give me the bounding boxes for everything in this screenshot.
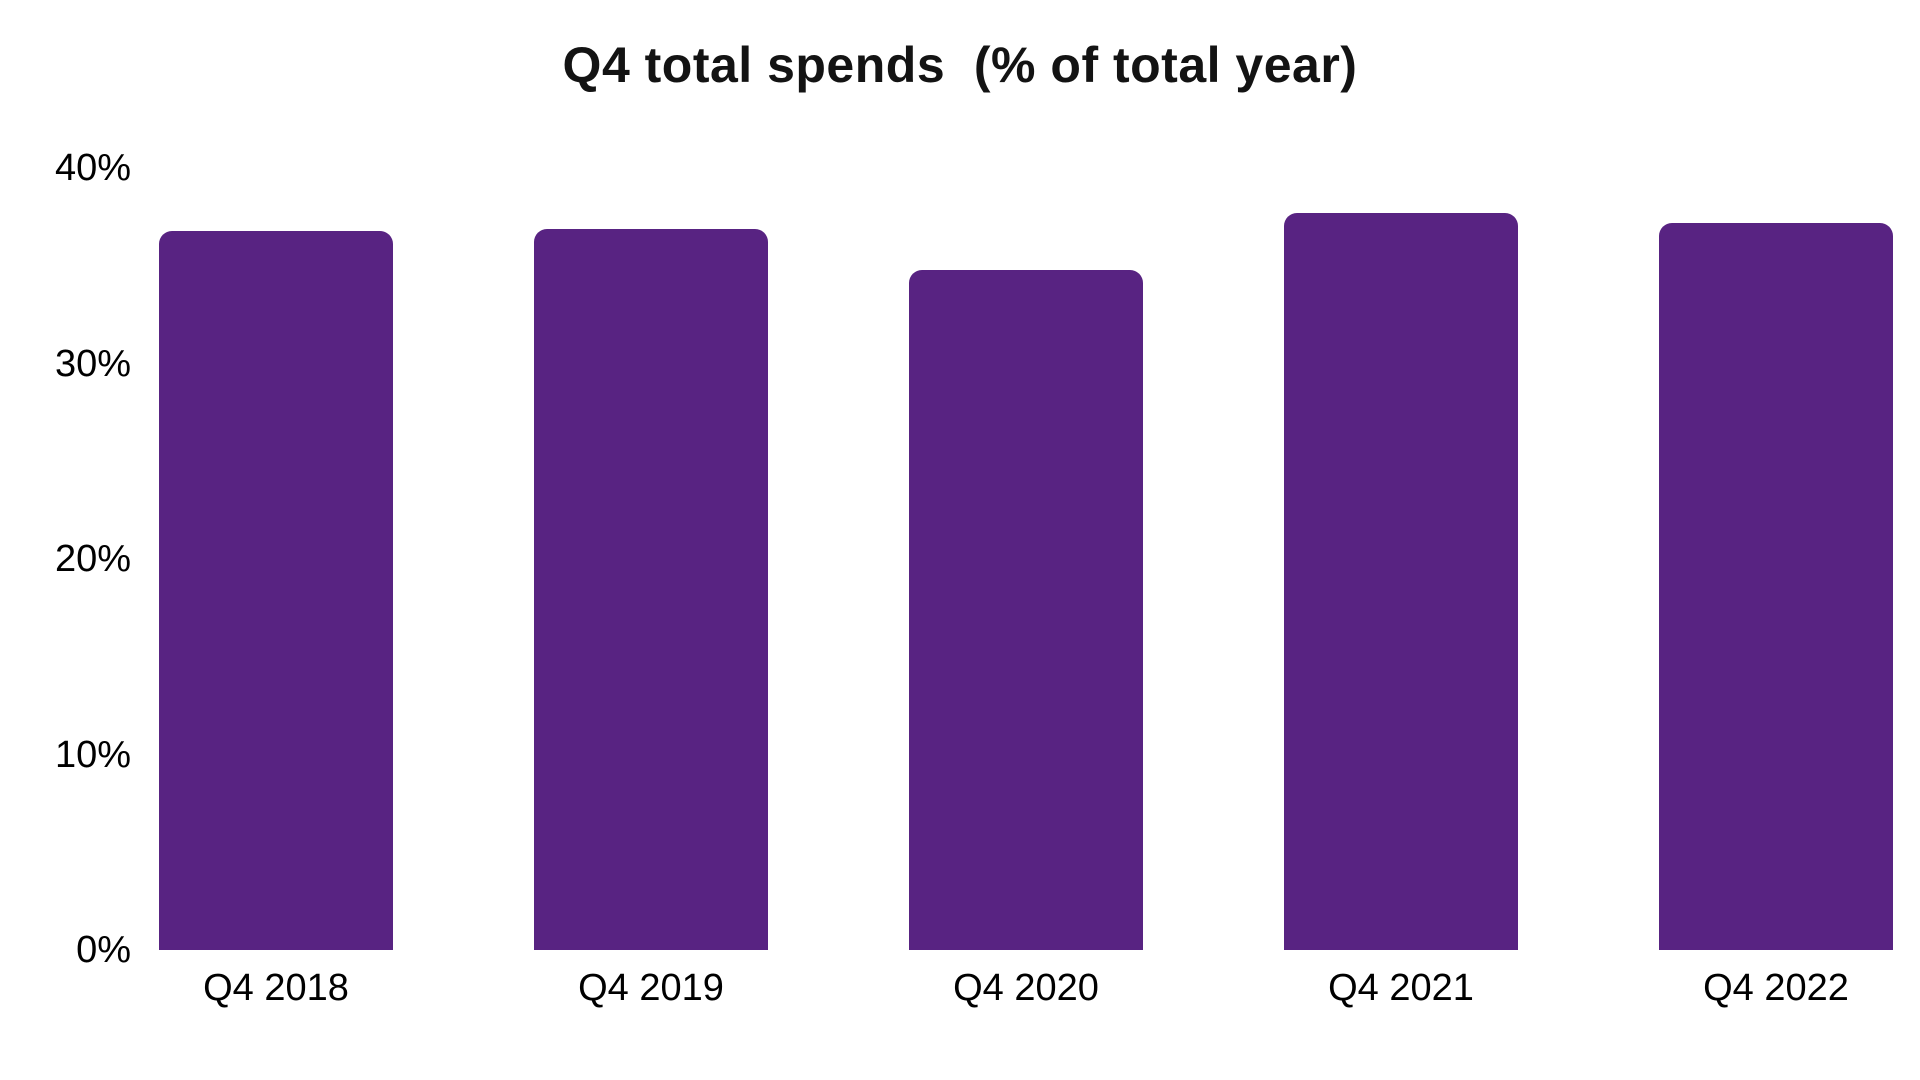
x-label-q4-2019: Q4 2019 — [578, 967, 724, 1009]
y-tick-label-10: 10% — [54, 733, 131, 776]
bar-q4-2020 — [909, 269, 1143, 950]
chart-title: Q4 total spends (% of total year) — [562, 37, 1358, 93]
bar-q4-2019 — [534, 228, 768, 950]
x-label-q4-2018: Q4 2018 — [203, 967, 349, 1009]
x-label-q4-2020: Q4 2020 — [953, 967, 1099, 1009]
bar-q4-2021 — [1284, 212, 1518, 950]
y-tick-label-30: 30% — [54, 342, 131, 385]
y-tick-label-0: 0% — [76, 929, 131, 971]
y-tick-label-40: 40% — [54, 147, 131, 189]
bar-q4-2018 — [159, 230, 393, 950]
bar-q4-2022 — [1659, 222, 1893, 950]
x-label-q4-2022: Q4 2022 — [1703, 967, 1849, 1009]
y-tick-label-20: 20% — [54, 538, 131, 580]
x-label-q4-2021: Q4 2021 — [1328, 967, 1474, 1009]
